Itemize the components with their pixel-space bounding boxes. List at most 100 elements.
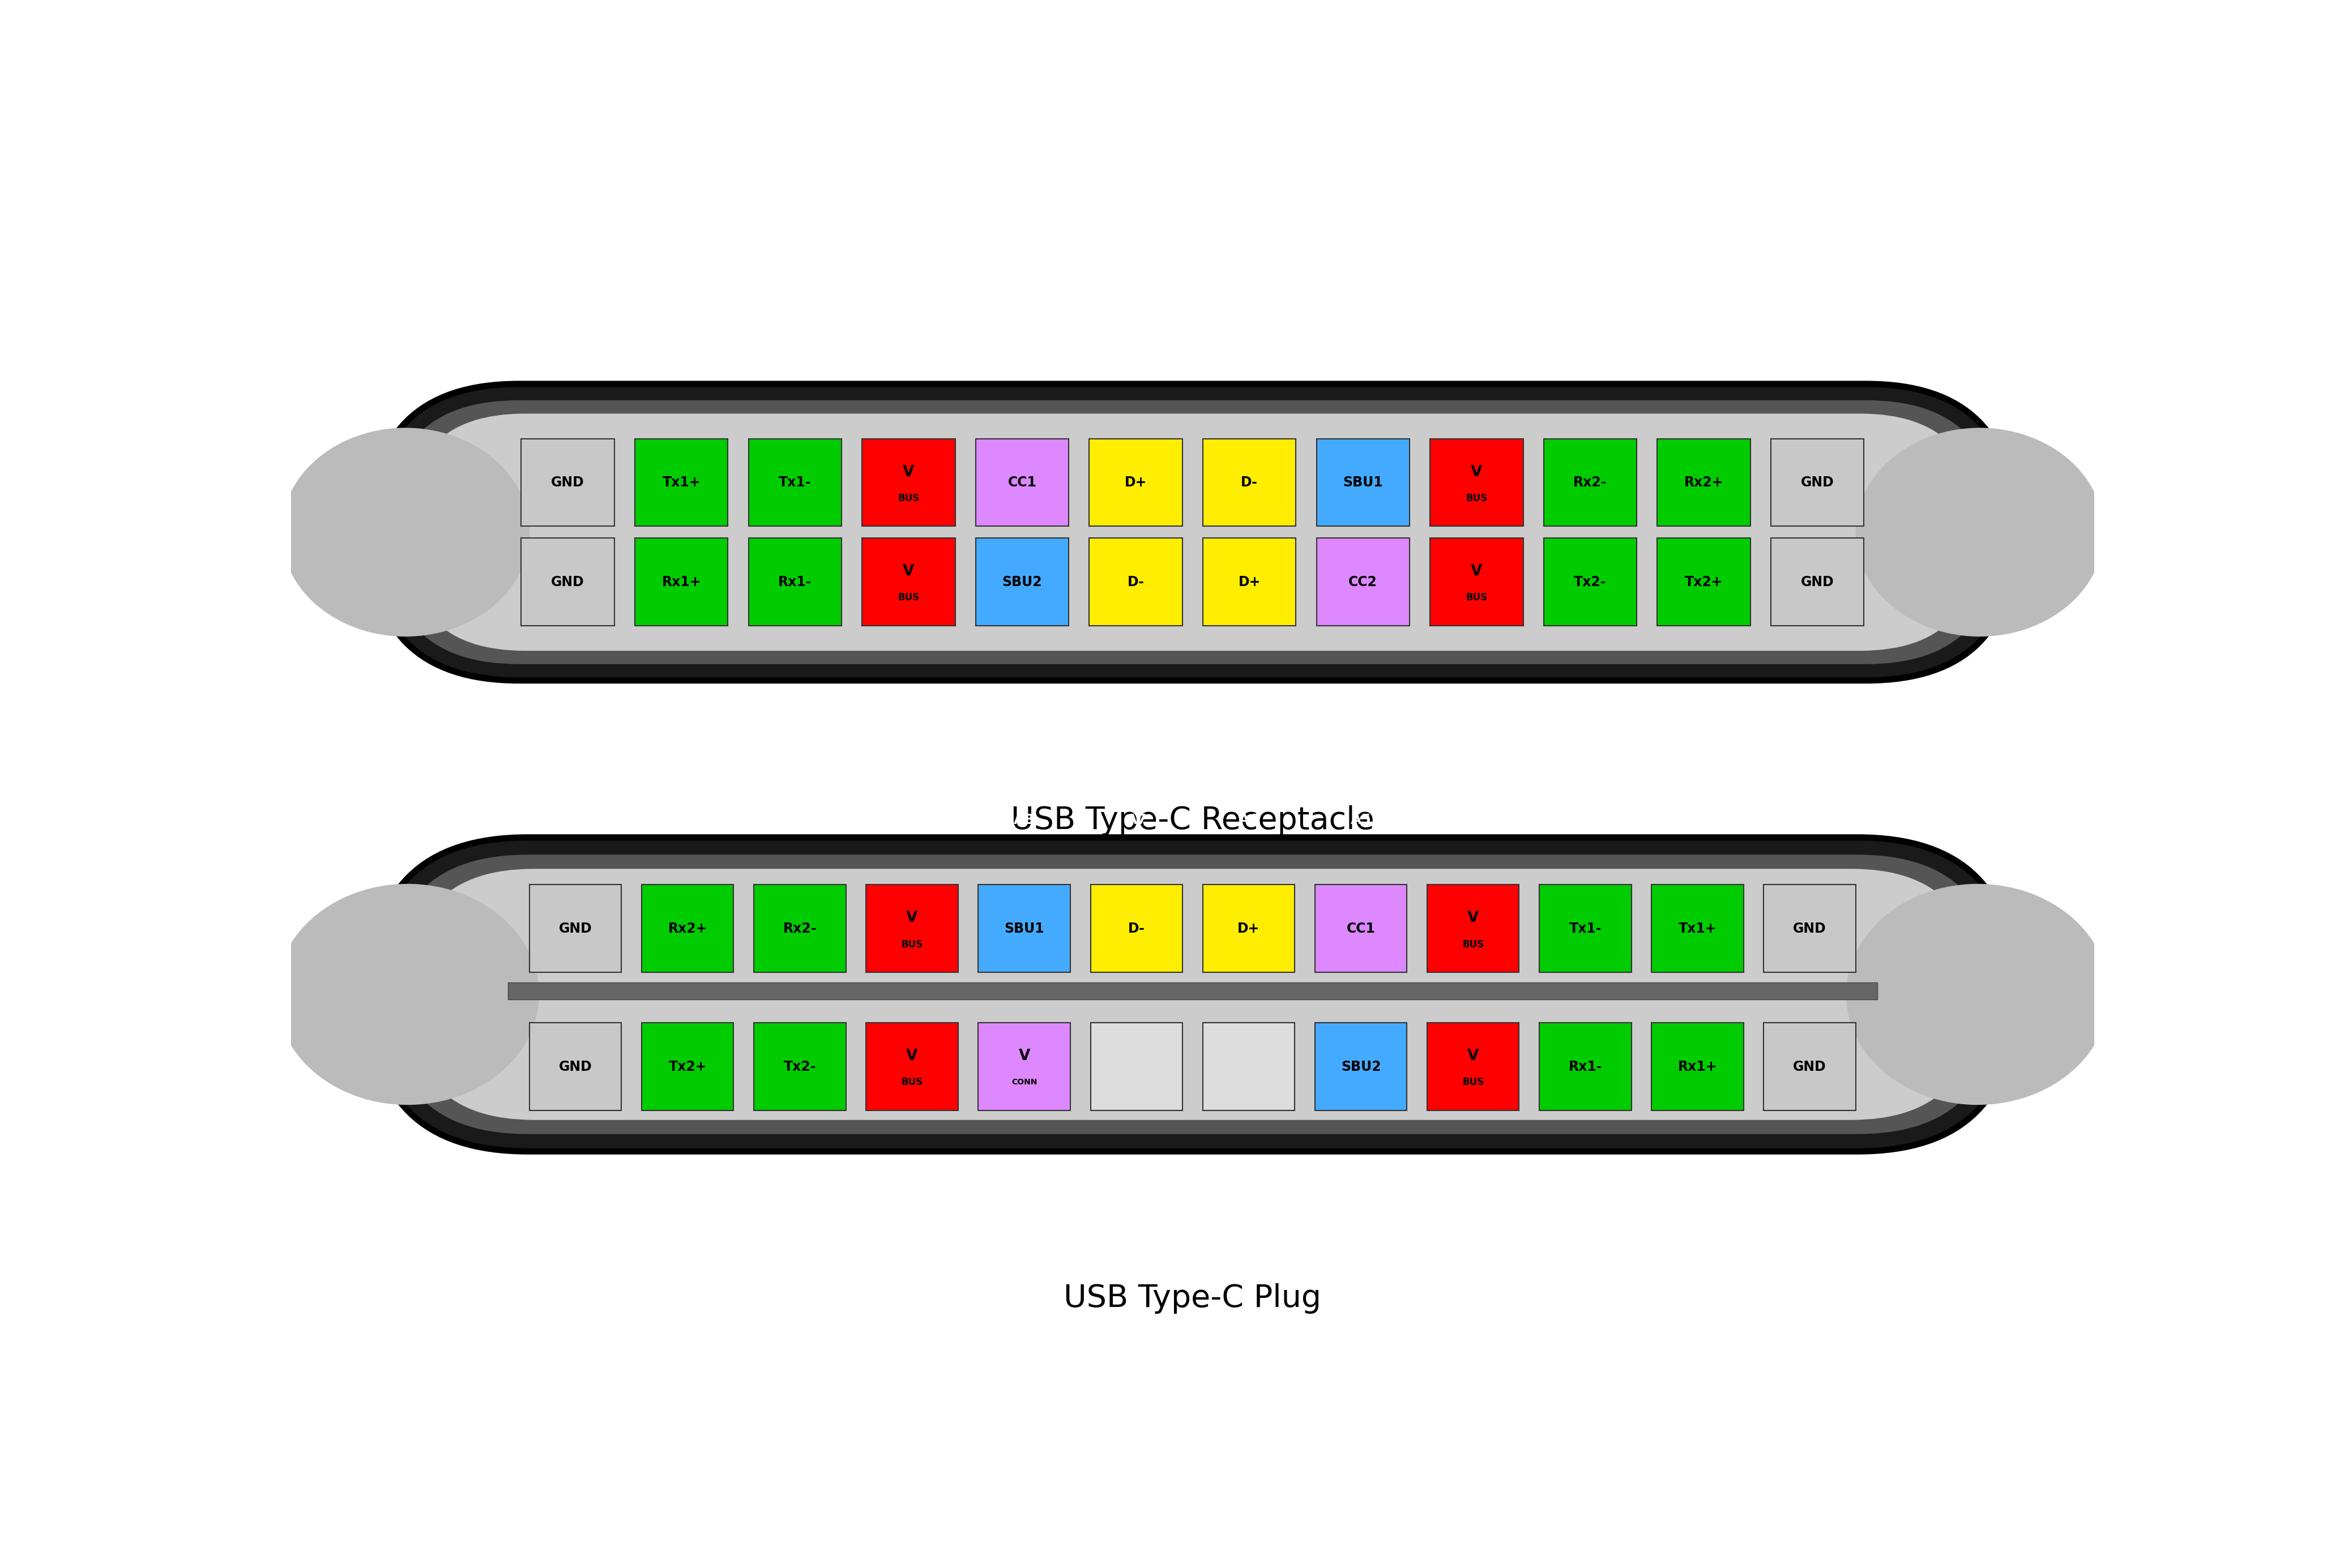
Bar xyxy=(1764,884,1855,972)
Bar xyxy=(635,439,728,527)
Text: Rx2-: Rx2- xyxy=(1573,475,1608,489)
Bar xyxy=(1317,439,1410,527)
Text: GND: GND xyxy=(1801,575,1834,588)
Text: A12: A12 xyxy=(1801,361,1834,375)
Text: Tx1+: Tx1+ xyxy=(663,475,700,489)
Text: A4: A4 xyxy=(898,361,919,375)
Bar xyxy=(1543,538,1636,626)
Text: V: V xyxy=(903,564,915,579)
Text: V: V xyxy=(903,464,915,480)
Text: SBU2: SBU2 xyxy=(1003,575,1042,588)
Text: V: V xyxy=(905,911,917,925)
Text: Tx2+: Tx2+ xyxy=(1685,575,1722,588)
Text: SBU1: SBU1 xyxy=(1005,922,1045,935)
Text: B4: B4 xyxy=(903,1162,921,1176)
Text: CC1: CC1 xyxy=(1008,475,1036,489)
Text: BUS: BUS xyxy=(898,593,919,602)
Text: Tx2+: Tx2+ xyxy=(668,1060,707,1074)
Text: A12: A12 xyxy=(561,814,591,826)
Text: A2: A2 xyxy=(1687,814,1708,826)
Text: BUS: BUS xyxy=(898,494,919,503)
Bar xyxy=(861,538,954,626)
Text: A11: A11 xyxy=(673,814,703,826)
Bar xyxy=(1652,1022,1743,1110)
Bar xyxy=(1764,1022,1855,1110)
Bar xyxy=(1431,439,1524,527)
Text: A3: A3 xyxy=(784,361,805,375)
Text: B1: B1 xyxy=(565,1162,586,1176)
FancyBboxPatch shape xyxy=(386,400,1999,665)
Text: B8: B8 xyxy=(1350,1162,1371,1176)
Text: A7: A7 xyxy=(1238,361,1259,375)
Text: Rx2+: Rx2+ xyxy=(1685,475,1724,489)
Text: B11: B11 xyxy=(666,690,696,704)
Text: B12: B12 xyxy=(1794,1162,1824,1176)
Bar xyxy=(1203,538,1296,626)
Text: V: V xyxy=(1468,1049,1480,1063)
Bar xyxy=(866,1022,959,1110)
Bar xyxy=(642,1022,733,1110)
Text: V: V xyxy=(1471,464,1482,480)
Bar xyxy=(1315,1022,1408,1110)
Text: A10: A10 xyxy=(784,814,814,826)
Text: V: V xyxy=(905,1049,917,1063)
Text: GND: GND xyxy=(551,575,584,588)
Bar xyxy=(507,982,1878,999)
Text: GND: GND xyxy=(558,1060,591,1074)
Bar xyxy=(1203,884,1294,972)
Text: B12: B12 xyxy=(551,690,584,704)
Bar xyxy=(1426,884,1520,972)
Text: A9: A9 xyxy=(1466,361,1487,375)
Bar xyxy=(1426,1022,1520,1110)
Text: BUS: BUS xyxy=(1466,593,1487,602)
Bar xyxy=(635,538,728,626)
Text: A5: A5 xyxy=(1012,361,1033,375)
Text: A5: A5 xyxy=(1350,814,1371,826)
Bar xyxy=(975,439,1068,527)
FancyBboxPatch shape xyxy=(407,869,1978,1120)
Bar xyxy=(1315,884,1408,972)
Text: A6: A6 xyxy=(1238,814,1259,826)
Bar xyxy=(1540,884,1631,972)
Text: B10: B10 xyxy=(1571,1162,1601,1176)
Text: A11: A11 xyxy=(1689,361,1720,375)
Bar xyxy=(521,538,614,626)
Text: B9: B9 xyxy=(1464,1162,1482,1176)
Text: B7: B7 xyxy=(1126,690,1147,704)
Text: Tx1-: Tx1- xyxy=(1568,922,1601,935)
Text: B5: B5 xyxy=(1352,690,1373,704)
Text: CONN: CONN xyxy=(1012,1079,1038,1087)
Text: Tx1-: Tx1- xyxy=(780,475,812,489)
Bar xyxy=(1771,538,1864,626)
Text: A8: A8 xyxy=(1015,814,1036,826)
FancyBboxPatch shape xyxy=(370,837,2015,1151)
Text: A8: A8 xyxy=(1352,361,1373,375)
Text: CC1: CC1 xyxy=(1347,922,1375,935)
Bar xyxy=(749,538,842,626)
Text: V: V xyxy=(1019,1049,1031,1063)
Text: B7: B7 xyxy=(1238,1162,1259,1176)
Bar xyxy=(1657,538,1750,626)
Bar xyxy=(1091,884,1182,972)
Text: GND: GND xyxy=(551,475,584,489)
Bar xyxy=(866,884,959,972)
Bar xyxy=(1203,1022,1294,1110)
Text: B11: B11 xyxy=(1682,1162,1713,1176)
Bar xyxy=(531,1022,621,1110)
Ellipse shape xyxy=(1855,428,2104,637)
Text: B9: B9 xyxy=(898,690,919,704)
Bar xyxy=(1431,538,1524,626)
Text: B6: B6 xyxy=(1126,1162,1147,1176)
Bar xyxy=(1657,439,1750,527)
Text: A1: A1 xyxy=(558,361,577,375)
Text: Tx1+: Tx1+ xyxy=(1678,922,1717,935)
Text: GND: GND xyxy=(1794,1060,1827,1074)
Text: D-: D- xyxy=(1126,575,1145,588)
Text: CC2: CC2 xyxy=(1350,575,1378,588)
Text: BUS: BUS xyxy=(1461,939,1485,949)
Text: Tx2-: Tx2- xyxy=(1573,575,1606,588)
Text: V: V xyxy=(1471,564,1482,579)
Text: Rx2-: Rx2- xyxy=(782,922,817,935)
Text: GND: GND xyxy=(558,922,591,935)
Bar xyxy=(1089,538,1182,626)
